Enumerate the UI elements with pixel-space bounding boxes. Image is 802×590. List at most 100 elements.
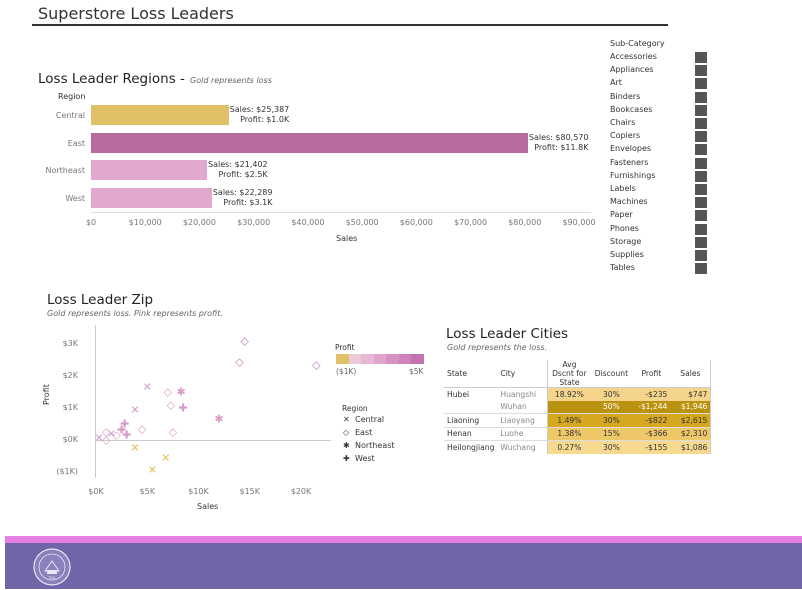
profit-label: Profit: $2.5K	[218, 170, 268, 179]
table-row[interactable]: Hubei Huangshi 18.92% 30% -$235 $747	[444, 387, 712, 401]
subcategory-item[interactable]: Supplies	[610, 250, 644, 259]
region-legend-label: East	[355, 428, 373, 437]
subcategory-swatch[interactable]	[695, 104, 707, 116]
region-symbol-icon: ✚	[343, 454, 350, 463]
table-row[interactable]: Liaoning Liaoyang 1.49% 30% -$822 $2,615	[444, 413, 712, 427]
scatter-point-east[interactable]: ◇	[312, 358, 321, 372]
scatter-point-east[interactable]: ◇	[235, 355, 244, 369]
x-tick-label: $5K	[139, 487, 155, 496]
subcategory-item[interactable]: Appliances	[610, 65, 654, 75]
sales-label: Sales: $22,289	[212, 188, 273, 197]
col-discount: Discount	[594, 369, 629, 378]
subcategory-swatch[interactable]	[695, 78, 707, 90]
subcategory-swatch[interactable]	[695, 263, 707, 275]
svg-text:TSU: TSU	[48, 576, 56, 580]
scatter-point-east[interactable]: ◇	[137, 422, 147, 436]
subcategory-swatch[interactable]	[695, 118, 707, 129]
zip-chart-title: Loss Leader Zip	[47, 292, 154, 308]
subcategory-swatch[interactable]	[695, 91, 707, 103]
scatter-point-central[interactable]: ✕	[130, 441, 140, 455]
scatter-point-east[interactable]: ◇	[166, 398, 176, 412]
x-tick-label: $60,000	[399, 218, 433, 227]
region-symbol-icon: ◇	[343, 428, 350, 437]
scatter-point-east[interactable]: ◇	[240, 334, 249, 348]
scatter-point-central[interactable]: ✕	[142, 380, 152, 394]
subcategory-item[interactable]: Storage	[610, 236, 642, 246]
scatter-y-axis	[95, 325, 96, 478]
subcategory-item[interactable]: Bookcases	[610, 104, 653, 114]
bar-data-label: Sales: $80,570 Profit: $11.8K	[529, 133, 589, 153]
region-legend-item[interactable]: ◇ East	[343, 428, 372, 437]
scatter-point-central[interactable]: ✕	[106, 427, 116, 441]
scatter-point-central[interactable]: ✕	[130, 403, 140, 417]
subcategory-item[interactable]: Copiers	[610, 131, 641, 141]
profit-label: Profit: $3.1K	[223, 198, 273, 207]
subcategory-swatch[interactable]	[695, 157, 707, 169]
subcategory-item[interactable]: Furnishings	[610, 170, 656, 180]
y-tick-label: $3K	[62, 339, 78, 348]
scatter-point-west[interactable]: ✚	[120, 417, 130, 431]
scatter-point-central[interactable]: ✕	[94, 431, 104, 445]
scatter-point-west[interactable]: ✚	[178, 401, 188, 415]
subcategory-swatch[interactable]	[695, 65, 707, 77]
x-tick-label: $15K	[239, 487, 261, 496]
profit-label: Profit: $11.8K	[534, 143, 589, 152]
scatter-point-northeast[interactable]: ✱	[176, 385, 186, 399]
regions-chart-title: Loss Leader Regions -	[38, 71, 185, 87]
subcategory-swatch[interactable]	[695, 131, 707, 143]
region-legend-item[interactable]: ✚ West	[343, 454, 375, 463]
region-bar[interactable]	[91, 105, 229, 125]
subcategory-swatch[interactable]	[695, 250, 707, 261]
subcategory-swatch[interactable]	[695, 144, 707, 156]
region-bar[interactable]	[91, 188, 212, 208]
bar-data-label: Sales: $21,402 Profit: $2.5K	[208, 160, 268, 180]
subcategory-item[interactable]: Binders	[610, 91, 641, 101]
region-legend-label: Northeast	[355, 441, 395, 450]
subcategory-swatch[interactable]	[695, 197, 707, 209]
cities-table-title: Loss Leader Cities	[446, 326, 569, 342]
city-cell: Wuchang	[497, 440, 549, 454]
subcategory-item[interactable]: Art	[610, 78, 622, 88]
subcategory-item[interactable]: Phones	[610, 223, 639, 233]
scatter-point-central[interactable]: ✕	[161, 451, 171, 465]
scatter-point-east[interactable]: ◇	[168, 425, 178, 439]
scatter-point-east[interactable]: ◇	[163, 385, 172, 399]
x-tick-label: $0	[85, 218, 97, 227]
subcategory-item[interactable]: Envelopes	[610, 144, 652, 154]
regions-chart-header: Loss Leader Regions - Gold represents lo…	[38, 68, 272, 87]
scatter-point-east[interactable]: ◇	[102, 433, 111, 447]
scatter-point-west[interactable]: ✚	[122, 428, 132, 442]
sales-cell: $2,615	[670, 413, 712, 427]
subcategory-swatch[interactable]	[695, 236, 707, 248]
x-tick-label: $80,000	[508, 218, 542, 227]
scatter-point-east[interactable]: ◇	[112, 428, 121, 442]
region-bar[interactable]	[91, 160, 208, 180]
dashboard-title: Superstore Loss Leaders	[38, 4, 234, 23]
region-bar[interactable]	[91, 133, 528, 153]
region-legend-item[interactable]: ✱ Northeast	[343, 441, 395, 450]
subcategory-item[interactable]: Machines	[610, 197, 648, 207]
subcategory-swatch[interactable]	[695, 52, 707, 63]
scatter-point-central[interactable]: ✕	[147, 463, 157, 477]
table-row[interactable]: Heilongjiang Wuchang 0.27% 30% -$155 $1,086	[444, 440, 712, 454]
subcategory-item[interactable]: Labels	[610, 184, 636, 193]
subcategory-swatch[interactable]	[695, 223, 707, 235]
x-tick-label: $40,000	[291, 218, 325, 227]
table-row[interactable]: Wuhan 50% -$1,244 $1,946	[444, 400, 712, 414]
subcategory-item[interactable]: Accessories	[610, 52, 657, 61]
subcategory-swatch[interactable]	[695, 184, 707, 195]
state-cell: Heilongjiang	[447, 442, 495, 452]
discount-cell: 30%	[590, 413, 633, 427]
scatter-point-east[interactable]: ◇	[102, 425, 111, 439]
region-legend-item[interactable]: ✕ Central	[343, 415, 384, 424]
subcategory-item[interactable]: Paper	[610, 210, 633, 220]
subcategory-swatch[interactable]	[695, 210, 707, 222]
subcategory-item[interactable]: Fasteners	[610, 157, 649, 167]
scatter-point-west[interactable]: ✚	[117, 423, 127, 437]
y-tick-label: $0K	[62, 435, 78, 444]
subcategory-item[interactable]: Tables	[610, 263, 635, 273]
table-row[interactable]: Henan Luohe 1.38% 15% -$366 $2,310	[444, 427, 712, 441]
subcategory-swatch[interactable]	[695, 170, 707, 182]
subcategory-item[interactable]: Chairs	[610, 118, 636, 127]
scatter-point-northeast[interactable]: ✱	[214, 412, 224, 426]
